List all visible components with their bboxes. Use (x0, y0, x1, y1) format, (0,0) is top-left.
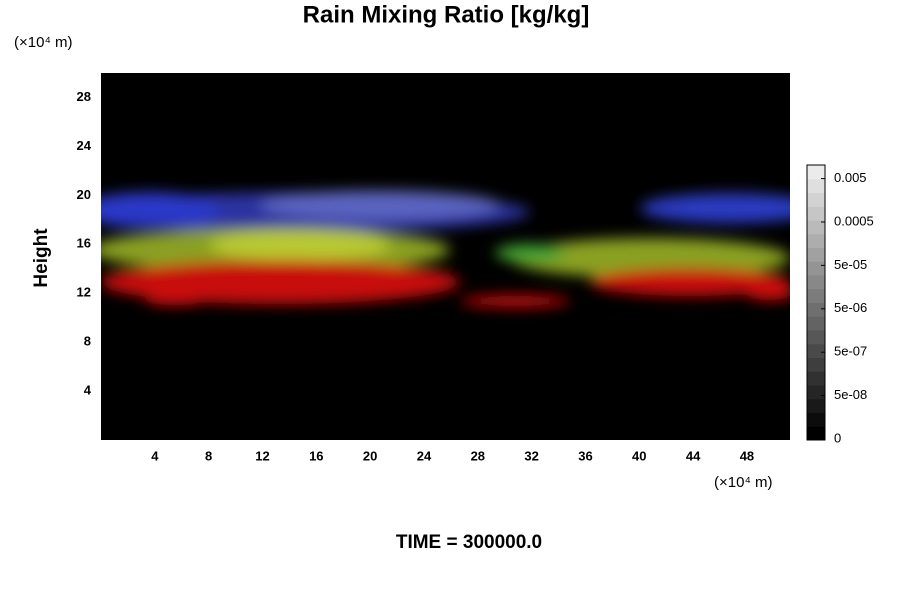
x-tick-label: 28 (471, 448, 485, 463)
colorbar-band (807, 247, 825, 262)
x-tick-label: 20 (363, 448, 377, 463)
x-tick-label: 16 (309, 448, 323, 463)
x-unit: (×10⁴ m) (714, 474, 773, 491)
x-tick-label: 32 (524, 448, 538, 463)
colorbar-tick-label: 5e-05 (834, 257, 867, 272)
chart-title: Rain Mixing Ratio [kg/kg] (303, 1, 590, 28)
x-tick-label: 4 (151, 448, 159, 463)
y-tick-label: 4 (84, 383, 92, 398)
x-tick-label: 8 (205, 448, 212, 463)
colorbar-band (807, 261, 825, 276)
colorbar-band (807, 385, 825, 400)
colorbar-band (807, 178, 825, 193)
x-tick-label: 48 (740, 448, 754, 463)
colorbar-band (807, 233, 825, 248)
colorbar-band (807, 288, 825, 303)
x-tick-label: 44 (686, 448, 701, 463)
y-tick-label: 12 (77, 285, 91, 300)
y-axis-label: Height (31, 228, 52, 288)
colorbar-tick-label: 0.005 (834, 170, 867, 185)
y-tick-label: 28 (77, 89, 91, 104)
colorbar-band (807, 192, 825, 207)
y-unit: (×10⁴ m) (14, 34, 73, 51)
y-tick-label: 24 (77, 138, 92, 153)
colorbar-tick-label: 5e-07 (834, 344, 867, 359)
colorbar-band (807, 357, 825, 372)
colorbar-tick-label: 0 (834, 430, 841, 445)
field-render (101, 190, 790, 307)
colorbar: 0 5e-08 5e-07 5e-06 5e-05 0.0005 0.005 (806, 164, 874, 445)
x-tick-label: 40 (632, 448, 646, 463)
y-tick-label: 16 (77, 236, 91, 251)
colorbar-tick-label: 0.0005 (834, 213, 874, 228)
colorbar-band (807, 275, 825, 290)
x-tick-label: 12 (255, 448, 269, 463)
colorbar-frame (806, 164, 826, 441)
y-tick-label: 20 (77, 187, 91, 202)
colorbar-band (807, 206, 825, 221)
colorbar-band (807, 316, 825, 331)
colorbar-tick-label: 5e-08 (834, 387, 867, 402)
colorbar-band (807, 165, 825, 180)
colorbar-tick-label: 5e-06 (834, 300, 867, 315)
y-tick-label: 8 (84, 334, 91, 349)
colorbar-band (807, 371, 825, 386)
colorbar-band (807, 398, 825, 413)
colorbar-band (807, 343, 825, 358)
time-annotation: TIME = 300000.0 (396, 532, 542, 553)
x-tick-label: 36 (578, 448, 592, 463)
colorbar-band (807, 302, 825, 317)
colorbar-band (807, 412, 825, 427)
colorbar-band (807, 330, 825, 345)
colorbar-band (807, 426, 825, 441)
colorbar-band (807, 220, 825, 235)
x-tick-label: 24 (417, 448, 432, 463)
